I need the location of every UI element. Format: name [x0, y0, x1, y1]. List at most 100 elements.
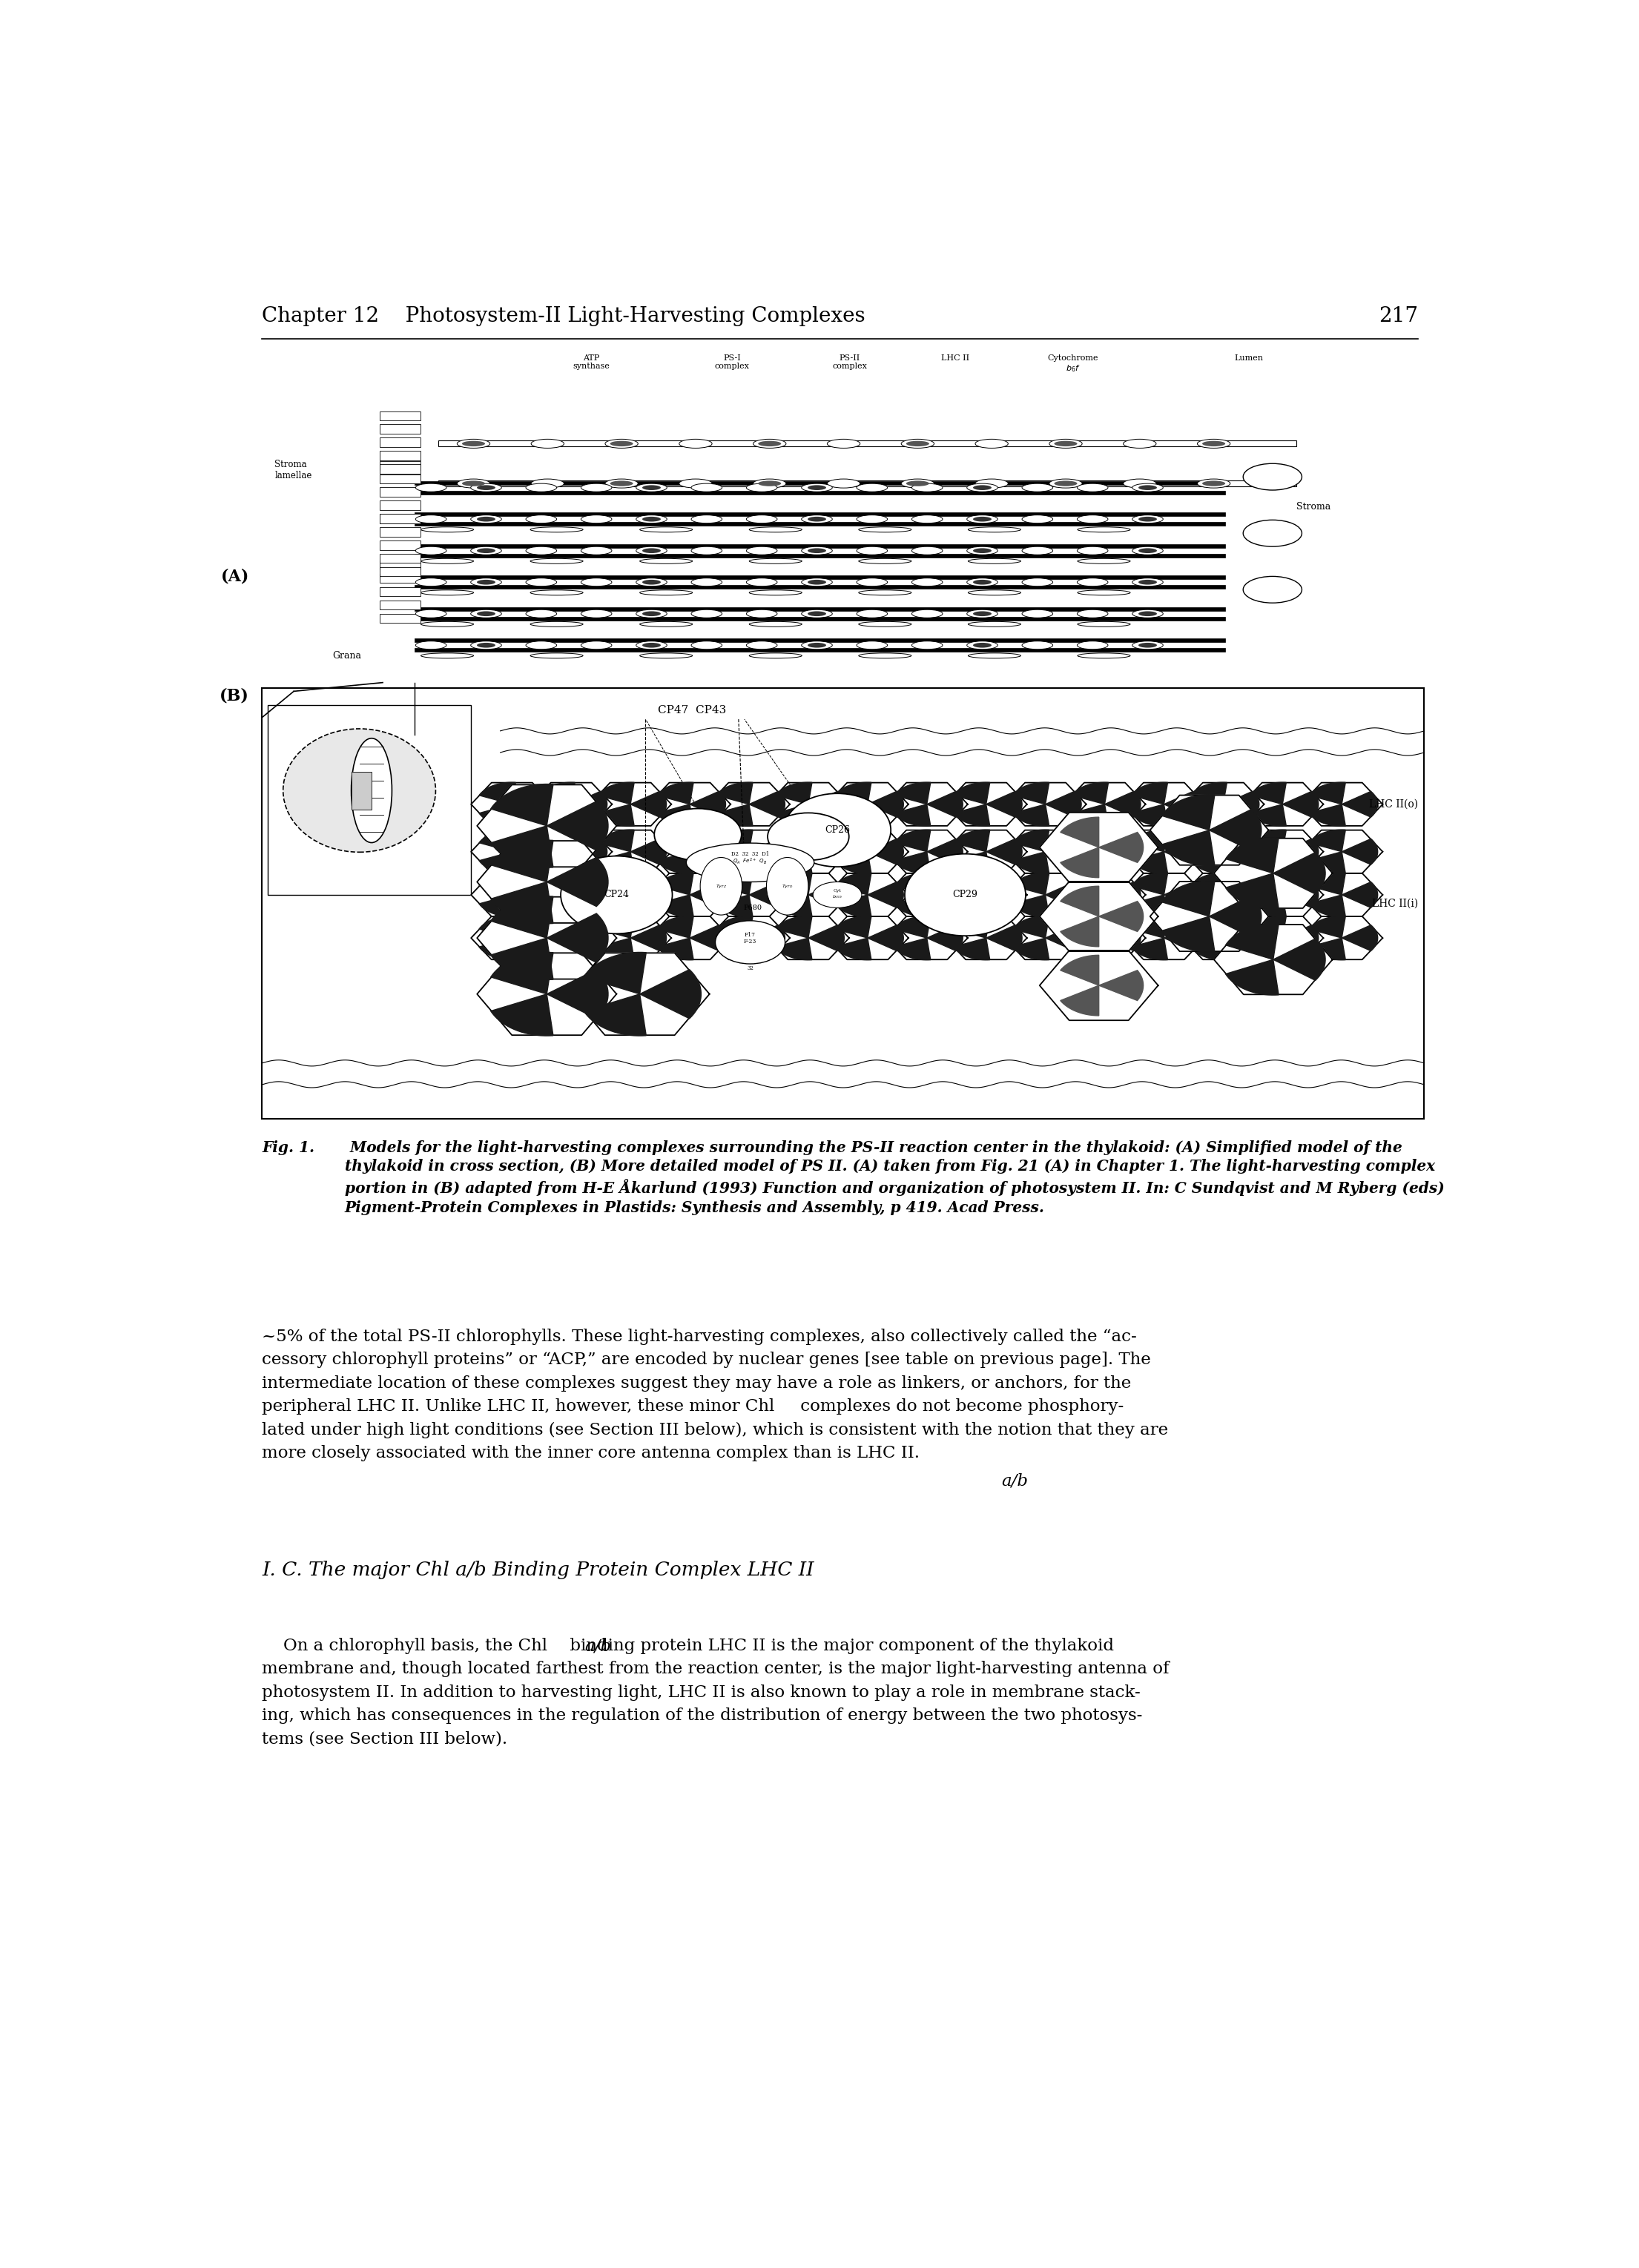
Ellipse shape: [457, 440, 490, 449]
Ellipse shape: [1133, 483, 1164, 492]
Text: Grana: Grana: [333, 651, 362, 660]
Polygon shape: [1046, 792, 1082, 816]
Text: PS-I
complex: PS-I complex: [715, 354, 749, 370]
Polygon shape: [531, 782, 611, 826]
Polygon shape: [926, 882, 962, 907]
Ellipse shape: [636, 547, 667, 556]
Ellipse shape: [1133, 642, 1164, 649]
Polygon shape: [1249, 830, 1287, 853]
Ellipse shape: [561, 855, 672, 934]
Polygon shape: [1131, 939, 1167, 959]
Polygon shape: [631, 792, 667, 816]
Polygon shape: [834, 896, 872, 916]
Ellipse shape: [470, 610, 502, 617]
Polygon shape: [1182, 916, 1264, 959]
Bar: [380, 526, 421, 538]
Polygon shape: [867, 839, 903, 864]
Polygon shape: [1072, 830, 1108, 853]
Polygon shape: [657, 853, 693, 873]
Polygon shape: [1301, 873, 1383, 916]
Ellipse shape: [859, 621, 911, 626]
Polygon shape: [572, 839, 606, 864]
Text: I. C. The major Chl a/b Binding Protein Complex LHC II: I. C. The major Chl a/b Binding Protein …: [262, 1560, 815, 1579]
Polygon shape: [547, 914, 608, 962]
Polygon shape: [775, 873, 811, 896]
Polygon shape: [590, 873, 672, 916]
Polygon shape: [657, 873, 693, 896]
Ellipse shape: [857, 483, 887, 492]
Polygon shape: [1190, 916, 1228, 939]
Bar: [380, 460, 421, 469]
Ellipse shape: [1077, 558, 1131, 565]
Ellipse shape: [531, 621, 583, 626]
Ellipse shape: [857, 642, 887, 649]
Polygon shape: [1223, 925, 1259, 950]
Bar: [380, 567, 421, 576]
Polygon shape: [690, 925, 726, 950]
Ellipse shape: [905, 853, 1026, 937]
Polygon shape: [834, 916, 872, 939]
Polygon shape: [1214, 839, 1333, 907]
Ellipse shape: [967, 547, 998, 556]
Polygon shape: [1164, 882, 1200, 907]
Polygon shape: [716, 896, 752, 916]
Polygon shape: [716, 805, 752, 826]
Polygon shape: [477, 896, 616, 980]
Polygon shape: [808, 839, 844, 864]
Ellipse shape: [1077, 578, 1108, 587]
Text: CP47  CP43: CP47 CP43: [657, 705, 726, 717]
Polygon shape: [1342, 925, 1378, 950]
Polygon shape: [893, 873, 931, 896]
Bar: [380, 438, 421, 447]
Ellipse shape: [901, 440, 934, 449]
Polygon shape: [749, 882, 785, 907]
Polygon shape: [657, 805, 693, 826]
Polygon shape: [547, 968, 608, 1018]
Polygon shape: [775, 939, 811, 959]
Ellipse shape: [911, 578, 942, 587]
Ellipse shape: [687, 844, 815, 882]
Text: Chapter 12    Photosystem-II Light-Harvesting Complexes: Chapter 12 Photosystem-II Light-Harvesti…: [262, 306, 865, 327]
Polygon shape: [1072, 873, 1108, 896]
Ellipse shape: [477, 612, 495, 617]
Bar: [262, 687, 1424, 1118]
Text: ~5% of the total PS-II chlorophylls. These light-harvesting complexes, also coll: ~5% of the total PS-II chlorophylls. The…: [262, 1329, 1169, 1461]
Ellipse shape: [580, 515, 611, 524]
Polygon shape: [1072, 939, 1108, 959]
Polygon shape: [1190, 782, 1228, 805]
Polygon shape: [1013, 916, 1049, 939]
Ellipse shape: [636, 578, 667, 587]
Polygon shape: [649, 916, 731, 959]
Text: CP29: CP29: [952, 889, 978, 900]
Ellipse shape: [470, 515, 502, 524]
Ellipse shape: [1133, 578, 1164, 587]
Bar: [380, 560, 421, 569]
Ellipse shape: [1198, 479, 1231, 488]
Polygon shape: [775, 916, 811, 939]
Bar: [415, 481, 1226, 485]
Ellipse shape: [969, 590, 1021, 594]
Polygon shape: [1310, 782, 1346, 805]
Polygon shape: [808, 882, 844, 907]
Polygon shape: [826, 916, 908, 959]
Polygon shape: [649, 873, 731, 916]
Polygon shape: [538, 896, 575, 916]
Polygon shape: [657, 782, 693, 805]
Polygon shape: [690, 839, 726, 864]
Ellipse shape: [642, 485, 661, 490]
Ellipse shape: [1077, 590, 1131, 594]
Ellipse shape: [636, 610, 667, 617]
Polygon shape: [1342, 839, 1378, 864]
Polygon shape: [547, 857, 608, 907]
Polygon shape: [1301, 916, 1383, 959]
Polygon shape: [708, 873, 790, 916]
Bar: [262, 352, 1437, 683]
Text: P680: P680: [742, 905, 762, 912]
Bar: [415, 553, 1226, 558]
Polygon shape: [490, 785, 554, 826]
Ellipse shape: [911, 483, 942, 492]
Ellipse shape: [526, 578, 557, 587]
Polygon shape: [1342, 882, 1378, 907]
Text: $Tyr_Z$: $Tyr_Z$: [716, 882, 726, 889]
Polygon shape: [834, 939, 872, 959]
